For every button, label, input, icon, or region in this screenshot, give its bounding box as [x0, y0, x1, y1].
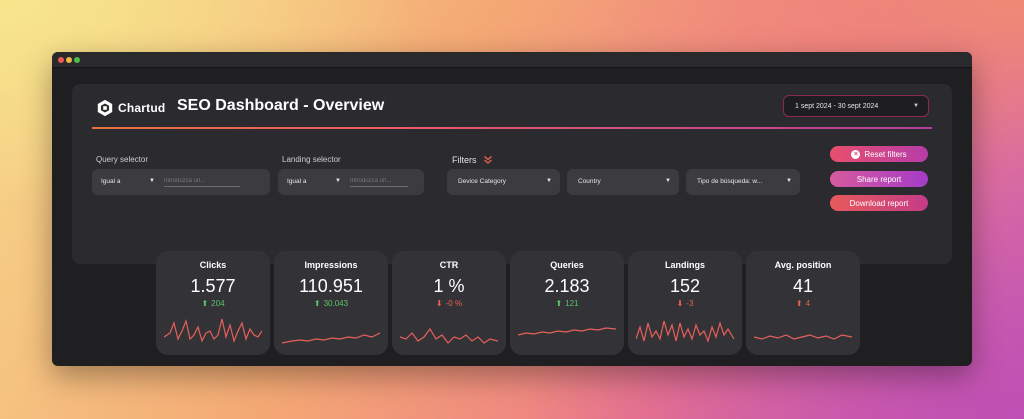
- maximize-window-button[interactable]: [74, 57, 80, 63]
- kpi-value: 1 %: [433, 276, 465, 296]
- arrow-up-icon: ⬆: [201, 299, 209, 308]
- query-operator-select[interactable]: Igual a: [101, 178, 121, 185]
- date-range-picker[interactable]: 1 sept 2024 - 30 sept 2024 ▼: [783, 95, 929, 117]
- kpi-delta-value: 30.043: [323, 299, 349, 308]
- dropdown-label: Country: [578, 178, 601, 185]
- kpi-delta: ⬇ -0 %: [392, 299, 506, 308]
- download-report-label: Download report: [849, 198, 909, 208]
- kpi-value: 152: [669, 276, 701, 296]
- filters-label: Filters: [452, 155, 477, 165]
- arrow-down-icon: ⬇: [676, 299, 684, 308]
- kpi-card-impressions: Impressions 110.951 ⬆ 30.043: [274, 251, 388, 355]
- share-report-label: Share report: [856, 174, 902, 184]
- app-window: Chartud SEO Dashboard - Overview 1 sept …: [52, 52, 972, 366]
- close-window-button[interactable]: [58, 57, 64, 63]
- logo: Chartud: [96, 98, 165, 118]
- kpi-title: Impressions: [304, 260, 358, 270]
- kpi-delta-value: -0 %: [445, 299, 463, 308]
- dropdown-label: Device Category: [458, 178, 507, 185]
- caret-down-icon: ▼: [786, 178, 792, 184]
- landing-selector-label: Landing selector: [282, 155, 341, 164]
- kpi-title: CTR: [439, 260, 459, 270]
- caret-down-icon: ▼: [913, 103, 919, 109]
- download-report-button[interactable]: Download report: [830, 195, 928, 211]
- filters-heading: Filters: [452, 155, 493, 165]
- date-range-label: 1 sept 2024 - 30 sept 2024: [795, 102, 879, 110]
- kpi-value: 110.951: [299, 276, 363, 296]
- reset-filters-label: Reset filters: [864, 149, 907, 159]
- close-circle-icon: ×: [851, 149, 861, 159]
- caret-down-icon[interactable]: ▼: [335, 178, 341, 184]
- kpi-value: 1.577: [190, 276, 236, 296]
- kpi-card-landings: Landings 152 ⬇ -3: [628, 251, 742, 355]
- kpi-delta-value: -3: [686, 299, 694, 308]
- title-divider: [92, 127, 932, 129]
- header-panel: Chartud SEO Dashboard - Overview 1 sept …: [72, 84, 952, 264]
- kpi-delta-value: 204: [211, 299, 225, 308]
- arrow-up-icon: ⬆: [555, 299, 563, 308]
- landings-sparkline: [636, 320, 734, 343]
- reset-filters-button[interactable]: × Reset filters: [830, 146, 928, 162]
- arrow-up-icon: ⬆: [313, 299, 321, 308]
- landing-selector: Igual a ▼: [278, 169, 424, 195]
- queries-sparkline: [518, 327, 616, 336]
- share-report-button[interactable]: Share report: [830, 171, 928, 187]
- kpi-card-ctr: CTR 1 % ⬇ -0 %: [392, 251, 506, 355]
- kpi-card-avg-position: Avg. position 41 ⬆ 4: [746, 251, 860, 355]
- kpi-title: Landings: [665, 260, 705, 270]
- kpi-card-clicks: Clicks 1.577 ⬆ 204: [156, 251, 270, 355]
- ctr-sparkline: [400, 327, 498, 344]
- logo-text: Chartud: [118, 101, 166, 115]
- kpi-delta: ⬆ 30.043: [274, 299, 388, 308]
- kpi-title: Avg. position: [774, 260, 832, 270]
- minimize-window-button[interactable]: [66, 57, 72, 63]
- clicks-sparkline: [164, 318, 262, 343]
- avg-position-sparkline: [754, 334, 852, 340]
- kpi-delta: ⬇ -3: [628, 299, 742, 308]
- arrow-down-icon: ⬇: [435, 299, 443, 308]
- query-input[interactable]: [164, 176, 240, 187]
- double-chevron-down-icon[interactable]: [483, 155, 493, 165]
- impressions-sparkline: [282, 332, 380, 344]
- dropdown-label: Tipo de búsqueda: w...: [697, 178, 763, 185]
- landing-input[interactable]: [350, 176, 408, 187]
- page-title: SEO Dashboard - Overview: [177, 97, 385, 114]
- landing-operator-select[interactable]: Igual a: [287, 178, 307, 185]
- kpi-title: Clicks: [199, 260, 227, 270]
- caret-down-icon: ▼: [546, 178, 552, 184]
- kpi-delta: ⬆ 4: [746, 299, 860, 308]
- kpi-title: Queries: [550, 260, 584, 270]
- kpi-delta-value: 121: [565, 299, 579, 308]
- kpi-delta-value: 4: [805, 299, 811, 308]
- search-type-dropdown[interactable]: Tipo de búsqueda: w... ▼: [686, 169, 800, 195]
- caret-down-icon: ▼: [665, 178, 671, 184]
- query-selector: Igual a ▼: [92, 169, 270, 195]
- caret-down-icon[interactable]: ▼: [149, 178, 155, 184]
- device-category-dropdown[interactable]: Device Category ▼: [447, 169, 560, 195]
- arrow-up-icon: ⬆: [795, 299, 803, 308]
- chartud-logo-icon: [97, 99, 113, 117]
- kpi-card-queries: Queries 2.183 ⬆ 121: [510, 251, 624, 355]
- kpi-delta: ⬆ 121: [510, 299, 624, 308]
- query-selector-label: Query selector: [96, 155, 149, 164]
- kpi-value: 41: [792, 276, 814, 296]
- window-titlebar: [52, 52, 972, 68]
- kpi-value: 2.183: [544, 276, 590, 296]
- kpi-delta: ⬆ 204: [156, 299, 270, 308]
- country-dropdown[interactable]: Country ▼: [567, 169, 679, 195]
